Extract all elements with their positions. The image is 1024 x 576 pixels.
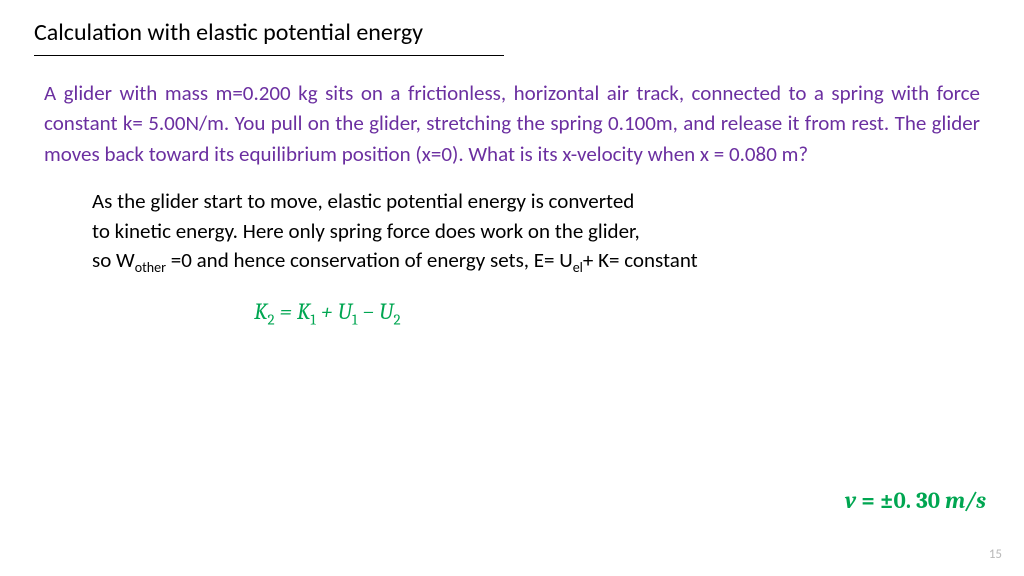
var-U1-U: U xyxy=(338,298,352,325)
explanation: As the glider start to move, elastic pot… xyxy=(34,169,990,278)
page-title: Calculation with elastic potential energ… xyxy=(34,18,990,53)
sub-el: el xyxy=(573,259,583,276)
var-K1-K: K xyxy=(297,298,310,325)
op-eq: = xyxy=(275,298,297,325)
energy-formula: K2 = K1 + U1 − U2 xyxy=(254,298,401,325)
var-U2-U: U xyxy=(379,298,393,325)
var-K2-sub: 2 xyxy=(267,310,274,328)
op-minus: − xyxy=(357,298,379,325)
formula-row: K2 = K1 + U1 − U2 xyxy=(34,278,990,329)
ans-val: 0. 30 xyxy=(894,487,946,514)
slide: Calculation with elastic potential energ… xyxy=(0,0,1024,576)
explain-line-3c: =0 and hence conservation of energy sets… xyxy=(166,247,573,273)
var-U2-sub: 2 xyxy=(393,310,400,328)
title-underline xyxy=(34,55,504,56)
op-plus: + xyxy=(316,298,338,325)
ans-unit: m/s xyxy=(945,487,986,514)
answer: v = ±0. 30 m/s xyxy=(845,487,986,514)
page-number: 15 xyxy=(989,547,1002,562)
var-K2-K: K xyxy=(254,298,267,325)
ans-eq: = ± xyxy=(856,487,893,514)
explain-line-3a: so W xyxy=(92,247,135,273)
problem-statement: A glider with mass m=0.200 kg sits on a … xyxy=(34,74,990,169)
explain-line-2: to kinetic energy. Here only spring forc… xyxy=(92,218,640,244)
explain-line-3e: + K= constant xyxy=(583,247,698,273)
explain-line-1: As the glider start to move, elastic pot… xyxy=(92,188,634,214)
sub-other: other xyxy=(135,259,166,276)
title-block: Calculation with elastic potential energ… xyxy=(34,18,990,56)
ans-v: v xyxy=(845,487,856,514)
